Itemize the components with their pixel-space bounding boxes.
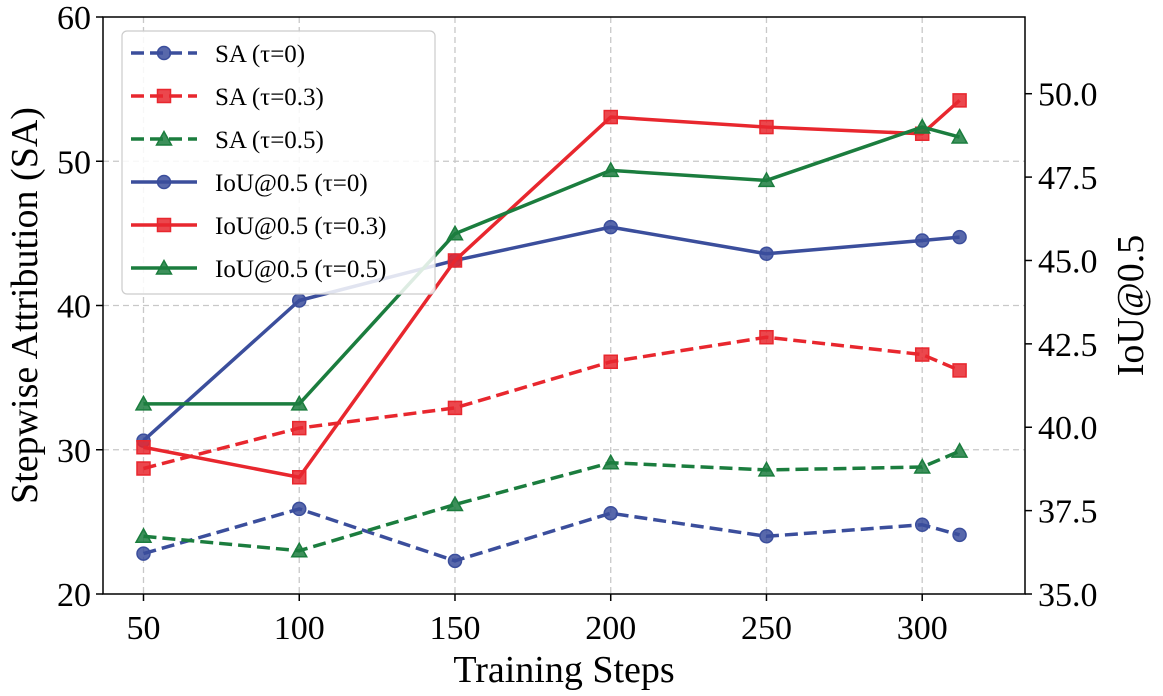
data-point <box>603 354 618 370</box>
data-point <box>291 501 307 517</box>
legend-label: IoU@0.5 (τ=0.5) <box>215 256 386 283</box>
y2-tick-label: 47.5 <box>1038 160 1098 197</box>
legend-marker <box>156 45 172 61</box>
series-2 <box>134 442 969 558</box>
data-point <box>950 128 969 144</box>
data-point <box>759 529 774 544</box>
legend-marker <box>156 217 172 233</box>
data-point <box>914 347 930 362</box>
data-point <box>446 495 464 512</box>
x-axis-title: Training Steps <box>453 649 674 691</box>
data-point <box>290 394 308 411</box>
data-point <box>952 229 967 245</box>
legend-box <box>121 30 436 295</box>
data-point <box>446 224 464 241</box>
legend-label: SA (τ=0.3) <box>215 84 324 111</box>
y2-tick-label: 35.0 <box>1038 577 1098 614</box>
legend-label: SA (τ=0.5) <box>215 127 324 154</box>
series-1 <box>136 329 967 476</box>
x-tick-label: 150 <box>429 610 480 647</box>
series-line <box>143 507 961 563</box>
data-point <box>759 246 774 262</box>
data-point <box>914 233 930 248</box>
data-point <box>134 527 153 544</box>
data-point <box>950 442 969 458</box>
data-point <box>757 460 776 477</box>
y2-axis-title: IoU@0.5 <box>1110 235 1152 377</box>
y-tick-label: 60 <box>57 0 91 37</box>
data-point <box>134 394 153 411</box>
legend: SA (τ=0) SA (τ=0.3) SA (τ=0.5) IoU@0.5 (τ=0… <box>121 30 436 295</box>
data-point <box>447 253 463 268</box>
data-point <box>601 161 620 178</box>
data-point <box>291 470 307 485</box>
data-point <box>952 93 967 108</box>
x-tick-label: 250 <box>741 610 792 647</box>
x-tick-label: 100 <box>274 610 325 647</box>
y2-tick-label: 45.0 <box>1038 243 1098 280</box>
legend-marker <box>155 258 173 275</box>
data-point <box>447 553 463 569</box>
data-point <box>603 505 618 521</box>
y-tick-label: 50 <box>57 144 91 181</box>
data-point <box>759 329 774 345</box>
data-point <box>952 527 967 543</box>
legend-marker <box>156 174 172 190</box>
data-point <box>757 171 776 188</box>
data-point <box>291 293 307 308</box>
y2-tick-label: 37.5 <box>1038 494 1098 531</box>
data-point <box>913 118 931 134</box>
data-point <box>291 420 307 436</box>
data-point <box>914 517 930 533</box>
y2-tick-label: 40.0 <box>1038 410 1098 447</box>
x-tick-label: 200 <box>585 610 636 647</box>
data-point <box>952 363 967 378</box>
data-point <box>601 453 620 470</box>
series-line <box>143 449 961 553</box>
legend-label: IoU@0.5 (τ=0.3) <box>215 213 386 240</box>
ticks-layer: 50 100 150 200 250 300 20 30 40 50 60 35.0 37.5 40.0 4… <box>57 0 1098 647</box>
series-5 <box>134 118 969 411</box>
data-point <box>603 109 618 125</box>
data-point <box>447 400 463 416</box>
y-tick-label: 40 <box>57 289 91 326</box>
y-axis-title: Stepwise Attribution (SA) <box>4 107 46 504</box>
data-point <box>290 541 308 558</box>
data-point <box>136 546 151 561</box>
y-tick-label: 30 <box>57 433 91 470</box>
data-point <box>136 439 151 455</box>
legend-marker <box>156 88 172 104</box>
legend-label: IoU@0.5 (τ=0) <box>215 170 368 197</box>
data-point <box>136 461 151 476</box>
y2-tick-label: 50.0 <box>1038 77 1098 114</box>
legend-marker <box>155 129 173 146</box>
x-tick-label: 300 <box>897 610 948 647</box>
legend-label: SA (τ=0) <box>215 41 305 68</box>
x-tick-label: 50 <box>126 610 160 647</box>
y-tick-label: 20 <box>57 577 91 614</box>
data-point <box>603 219 618 235</box>
y2-tick-label: 42.5 <box>1038 327 1098 364</box>
series-0 <box>136 501 967 569</box>
series-layer <box>134 93 969 569</box>
data-point <box>759 119 774 135</box>
data-point <box>913 458 931 474</box>
